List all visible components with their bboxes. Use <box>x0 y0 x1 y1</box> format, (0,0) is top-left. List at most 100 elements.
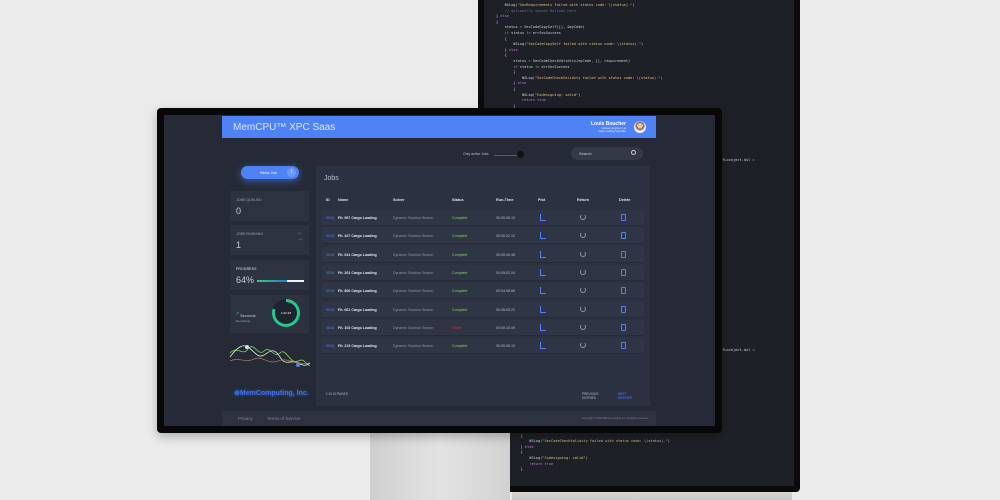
cell-name: Fit. 806 Cargo Loading <box>338 289 377 294</box>
search-icon[interactable] <box>631 150 636 155</box>
previous-entries-link[interactable]: PREVIOUS ENTRIES <box>582 392 599 400</box>
trash-icon[interactable] <box>621 268 626 276</box>
plot-icon[interactable] <box>540 268 546 276</box>
code-line: return true <box>529 461 554 466</box>
next-entries-link[interactable]: NEXT ENTRIES <box>618 392 632 400</box>
refresh-icon[interactable] <box>580 214 586 220</box>
cell-solver: Dynamic Solution Search <box>393 344 434 349</box>
cell-runtime: 00:00:22.12 <box>496 234 515 239</box>
code-line: } else <box>496 14 509 19</box>
progress-ring: 1:02:18 <box>272 299 300 327</box>
remaining-label: Seconds <box>240 313 256 318</box>
terms-link[interactable]: Terms of Service <box>267 416 301 421</box>
table-row[interactable]: 0018 Fit. 201 Cargo Loading Dynamic Soluti… <box>322 264 644 281</box>
cell-name: Fit. 427 Cargo Loading <box>338 234 377 239</box>
refresh-icon[interactable] <box>580 232 586 239</box>
refresh-icon[interactable] <box>580 305 586 312</box>
avatar[interactable] <box>634 121 646 133</box>
plot-icon[interactable] <box>540 323 546 331</box>
plot-icon[interactable] <box>540 342 546 350</box>
arrow-icon: ↗ <box>235 311 240 317</box>
progress-value: 64% <box>236 275 255 285</box>
wave-orange <box>229 357 311 364</box>
cell-runtime: 00:05:02.04 <box>496 270 515 275</box>
new-job-button[interactable]: +New Job ↑ <box>241 166 299 179</box>
trash-icon[interactable] <box>621 323 626 331</box>
table-row[interactable]: 0018 Fit. 967 Cargo Loading Dynamic Soluti… <box>322 210 644 226</box>
code-block-top: NSLog("SecRequirements failed with statu… <box>496 3 663 120</box>
trash-icon[interactable] <box>621 287 626 295</box>
column-header[interactable]: Solver <box>393 198 405 202</box>
code-line: { <box>496 86 516 91</box>
cell-id[interactable]: 0018 <box>326 325 334 330</box>
code-line: // optionally unpack Bellows here <box>504 8 577 13</box>
new-job-label: +New Job <box>259 170 277 175</box>
table-row[interactable]: 0018 Fit. 427 Cargo Loading Dynamic Soluti… <box>322 228 644 245</box>
plot-icon[interactable] <box>540 232 546 240</box>
transfer-arrows-icon: ⇦ ⇨ <box>297 231 303 243</box>
footer: Privacy Terms of Service Copyright © 201… <box>222 411 656 426</box>
cell-runtime: 00:00:08.10 <box>496 216 515 220</box>
column-header[interactable]: Run-Time <box>496 198 514 202</box>
refresh-icon[interactable] <box>580 323 586 330</box>
page-indicator: 1 IN 10 PAGES <box>326 392 348 396</box>
card-value: 1 <box>236 240 242 250</box>
cell-id[interactable]: 0018 <box>326 289 334 294</box>
cell-status: Complete <box>452 252 468 257</box>
privacy-link[interactable]: Privacy <box>238 416 253 421</box>
trash-icon[interactable] <box>621 232 626 240</box>
toggle-track[interactable] <box>494 155 519 156</box>
cell-runtime: 00:05:45.48 <box>496 252 515 257</box>
cell-id[interactable]: 0018 <box>326 234 334 239</box>
plot-icon[interactable] <box>540 287 546 295</box>
ring-text: 1:02:18 <box>280 311 291 315</box>
table-row[interactable]: 0018 Fit. 213 Cargo Loading Dynamic Soluti… <box>322 338 644 355</box>
code-line: NSLog("SecRequirements failed with statu… <box>496 3 635 7</box>
code-line: { <box>496 36 507 41</box>
code-line: { <box>496 70 516 75</box>
code-line: NSLog("SecCodeCheckValidity failed with … <box>512 439 670 444</box>
code-line: NSLog("SecCodeCheckValidity failed with … <box>496 75 663 80</box>
column-header[interactable]: Status <box>452 198 464 202</box>
remaining-sub: Remaining <box>236 319 251 323</box>
code-block-bottom: if status != errSecSuccess { NSLog("SecC… <box>512 428 670 473</box>
column-header[interactable]: Plot <box>538 198 546 202</box>
trash-icon[interactable] <box>621 250 626 258</box>
search-input[interactable]: Search <box>571 147 643 160</box>
code-line: NSLog("SecCodeCopySelf failed with statu… <box>496 42 644 47</box>
refresh-icon[interactable] <box>580 342 586 349</box>
cell-name: Fit. 213 Cargo Loading <box>338 344 377 349</box>
cell-solver: Dynamic Solution Search <box>393 234 434 239</box>
user-info[interactable]: Louis Boucher Software Engineer Ltd Cargo … <box>591 121 626 133</box>
time-remaining-card: ↗ Seconds Remaining 1:02:18 <box>230 295 309 333</box>
cell-id[interactable]: 0018 <box>326 344 334 349</box>
refresh-icon[interactable] <box>580 268 586 275</box>
table-row[interactable]: 0018 Fit. 641 Cargo Loading Dynamic Soluti… <box>322 246 644 263</box>
column-header[interactable]: Return <box>577 198 590 202</box>
table-row[interactable]: 0018 Fit. 806 Cargo Loading Dynamic Soluti… <box>322 283 644 300</box>
column-header[interactable]: ID <box>326 198 330 202</box>
cell-id[interactable]: 0018 <box>326 307 334 312</box>
table-row[interactable]: 0018 Fit. 103 Cargo Loading Dynamic Soluti… <box>322 319 644 336</box>
cell-status: Complete <box>452 234 468 239</box>
refresh-icon[interactable] <box>580 287 586 294</box>
column-header[interactable]: Delete <box>619 198 631 202</box>
refresh-icon[interactable] <box>580 250 586 257</box>
cell-id[interactable]: 0018 <box>326 216 334 220</box>
trash-icon[interactable] <box>621 305 626 313</box>
cell-runtime: 00:06:05.22 <box>496 307 515 312</box>
trash-icon[interactable] <box>621 342 626 350</box>
search-placeholder: Search <box>579 151 592 156</box>
plot-icon[interactable] <box>540 214 546 221</box>
plot-icon[interactable] <box>540 305 546 313</box>
active-jobs-toggle[interactable] <box>517 151 524 158</box>
table-row[interactable]: 0018 Fit. 661 Cargo Loading Dynamic Soluti… <box>322 301 644 318</box>
plot-icon[interactable] <box>540 250 546 258</box>
trash-icon[interactable] <box>621 214 626 221</box>
copyright: Copyright © 2018 MemComputing Inc. All r… <box>581 417 648 420</box>
cell-id[interactable]: 0018 <box>326 252 334 257</box>
dashboard-screen: MemCPU™ XPC Saas Louis Boucher Software E… <box>164 115 715 426</box>
column-header[interactable]: Name <box>338 198 349 202</box>
code-line: status = SecCodeCopySelf([], &myCode) <box>496 25 585 30</box>
cell-id[interactable]: 0018 <box>326 270 334 275</box>
